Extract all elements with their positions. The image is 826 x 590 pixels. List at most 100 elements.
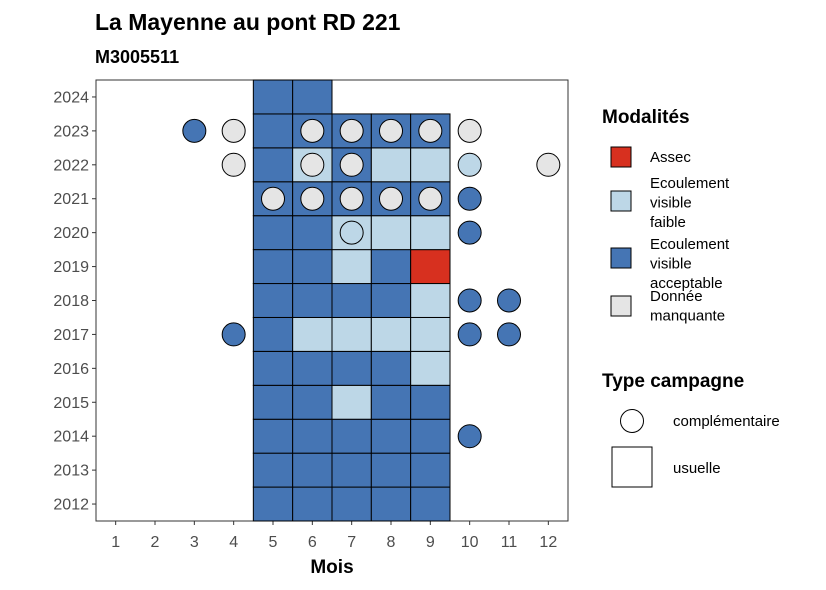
tile-2018-7 (331, 283, 372, 318)
tile-2012-8 (370, 486, 412, 522)
x-tick-label: 8 (387, 534, 396, 551)
y-tick-label: 2024 (53, 89, 89, 106)
y-tick-label: 2014 (53, 429, 89, 446)
point-2022-10 (457, 152, 482, 177)
complementaire-points (182, 118, 561, 449)
point-2014-10 (457, 424, 482, 449)
x-tick-label: 10 (461, 534, 479, 551)
tile-2014-5 (252, 418, 294, 454)
point-2021-10 (457, 186, 482, 211)
x-tick-label: 4 (229, 534, 238, 551)
tile-2014-6 (292, 418, 333, 454)
tile-2017-6 (292, 316, 333, 352)
tile-2022-5 (252, 147, 294, 183)
tile-2013-6 (292, 452, 333, 488)
point-2021-8 (379, 186, 403, 211)
point-2018-10 (457, 288, 482, 313)
point-2021-9 (418, 186, 443, 211)
y-tick-label: 2018 (53, 293, 89, 310)
y-tick-label: 2023 (53, 123, 89, 140)
legend-campagne-title: Type campagne (602, 371, 744, 392)
x-tick-label: 11 (501, 534, 518, 551)
x-axis: 1 2 3 4 5 6 7 8 9 10 11 12 (111, 521, 557, 551)
legend-modalites-title: Modalités (602, 107, 690, 128)
y-tick-label: 2015 (53, 395, 89, 412)
tile-2020-8 (370, 215, 412, 251)
point-2017-11 (497, 322, 521, 347)
tile-2019-7 (331, 249, 372, 285)
tile-2020-6 (292, 215, 333, 251)
tile-2015-6 (292, 384, 333, 420)
point-2023-4 (221, 118, 246, 143)
point-2022-6 (300, 152, 325, 177)
tile-2023-5 (252, 113, 294, 149)
tile-2022-8 (370, 147, 412, 183)
tile-2012-5 (252, 486, 294, 522)
tile-2016-6 (292, 350, 333, 386)
point-2022-12 (536, 152, 561, 177)
tile-2019-5 (252, 249, 294, 285)
legend-modalites: Assec Ecoulement visible faible Ecoulement vi… (610, 146, 730, 325)
legend-usuelle-key (611, 446, 653, 488)
legend-label-manquante: manquante (650, 308, 725, 325)
x-tick-label: 3 (190, 534, 199, 551)
tile-2016-8 (370, 350, 412, 386)
x-tick-label: 9 (426, 534, 435, 551)
chart-subtitle: M3005511 (95, 47, 179, 67)
tile-2015-9 (410, 384, 451, 420)
legend-key-manquante (610, 295, 632, 317)
legend-label-faible: faible (650, 214, 686, 231)
y-tick-label: 2021 (53, 191, 89, 208)
legend-label-acceptable: acceptable (650, 275, 723, 292)
y-tick-label: 2012 (53, 497, 89, 514)
tile-2020-9 (410, 215, 451, 251)
point-2017-4 (221, 322, 246, 347)
legend-label-manquante: Donnée (650, 288, 703, 305)
tile-2015-7 (331, 384, 372, 420)
point-2020-10 (457, 220, 482, 245)
tile-2019-8 (370, 249, 412, 285)
y-tick-label: 2020 (53, 225, 89, 242)
tile-2017-7 (331, 316, 372, 352)
x-tick-label: 1 (111, 534, 120, 551)
usuelle-tiles (252, 79, 451, 522)
tile-2018-9 (410, 283, 451, 318)
tile-2016-7 (331, 350, 372, 386)
point-2017-10 (457, 322, 482, 347)
tile-2018-8 (370, 283, 412, 318)
x-axis-title: Mois (310, 557, 353, 578)
point-2021-6 (300, 186, 325, 211)
point-2023-7 (339, 118, 364, 143)
x-tick-label: 2 (151, 534, 160, 551)
tile-2016-5 (252, 350, 294, 386)
point-2023-6 (300, 118, 325, 143)
tile-2017-5 (252, 316, 294, 352)
point-2023-10 (457, 118, 482, 143)
tile-2022-9 (410, 147, 451, 183)
x-tick-label: 7 (347, 534, 356, 551)
point-2022-4 (221, 152, 246, 177)
tile-2012-9 (410, 486, 451, 522)
tile-2019-9 (410, 249, 451, 285)
point-2023-9 (418, 118, 443, 143)
legend-label-faible: visible (650, 195, 692, 212)
legend-key-acceptable (610, 247, 632, 269)
tile-2018-5 (252, 283, 294, 318)
tile-2012-6 (292, 486, 333, 522)
tile-2016-9 (410, 350, 451, 386)
tile-2013-9 (410, 452, 451, 488)
point-2023-8 (379, 118, 403, 143)
y-tick-label: 2017 (53, 327, 89, 344)
legend-label-acceptable: Ecoulement (650, 236, 730, 253)
y-tick-label: 2019 (53, 259, 89, 276)
legend-label-assec: Assec (650, 149, 691, 166)
legend-key-faible (610, 190, 632, 212)
point-2018-11 (497, 288, 521, 313)
legend-usuelle-label: usuelle (673, 460, 721, 477)
point-2021-5 (261, 186, 285, 211)
tile-2015-8 (370, 384, 412, 420)
legend-complementaire-key (620, 409, 644, 433)
x-tick-label: 6 (308, 534, 317, 551)
point-2020-7 (339, 220, 364, 245)
